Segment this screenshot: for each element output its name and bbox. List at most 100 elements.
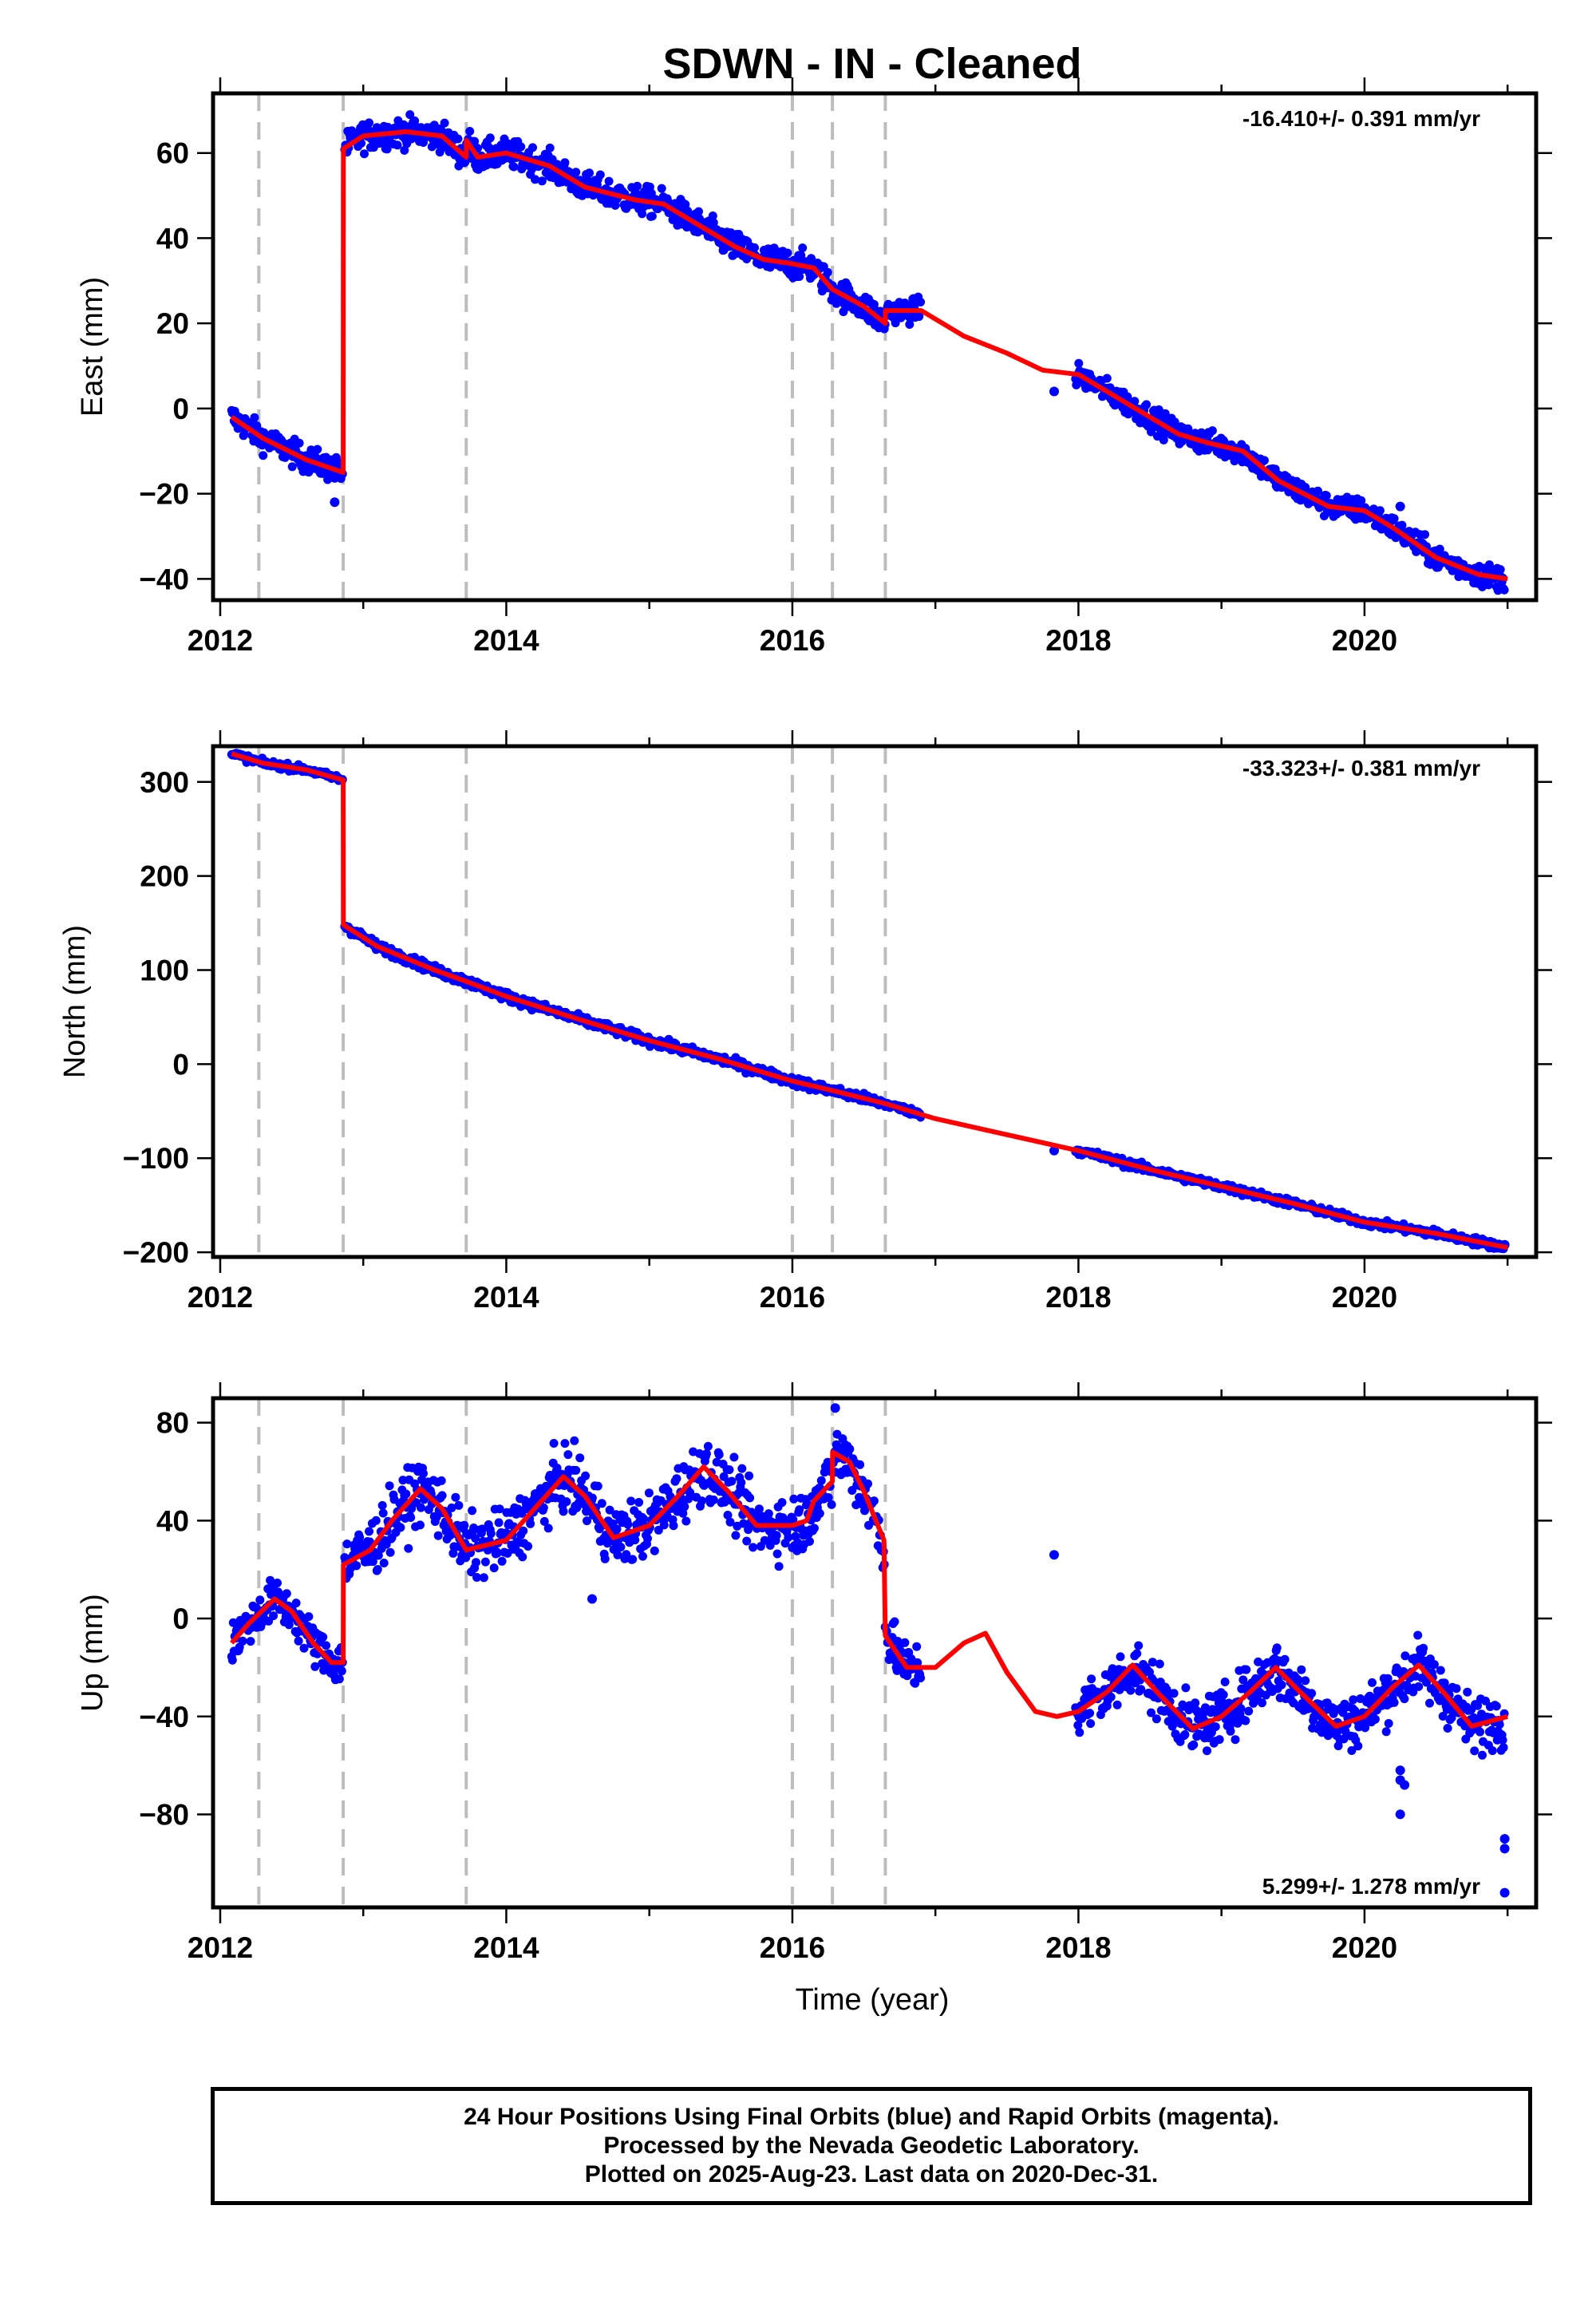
data-point (1236, 1704, 1246, 1713)
data-point (764, 1509, 773, 1519)
data-point (1370, 1714, 1380, 1724)
data-point (798, 243, 808, 253)
data-point (518, 1552, 527, 1562)
data-point (480, 1557, 490, 1567)
y-axis-title-north: North (mm) (58, 925, 92, 1078)
data-point (539, 1516, 549, 1526)
data-point (605, 1505, 614, 1515)
data-point (559, 1507, 568, 1516)
data-point (744, 1525, 753, 1535)
data-point (304, 1612, 314, 1622)
data-point (628, 1555, 638, 1564)
x-tick-label: 2014 (473, 1931, 539, 1964)
data-point (809, 1524, 819, 1533)
data-point (1189, 1740, 1199, 1749)
data-point (703, 1441, 713, 1451)
data-point (299, 1643, 309, 1653)
data-point (227, 1655, 237, 1665)
data-point (1207, 426, 1217, 436)
data-point (697, 1496, 706, 1506)
x-tick-label: 2016 (760, 1281, 825, 1314)
data-point (238, 1636, 247, 1646)
data-point (365, 118, 373, 128)
data-point (337, 1666, 346, 1676)
data-point (1349, 1695, 1358, 1705)
data-point (745, 1471, 754, 1480)
data-point (1132, 1649, 1142, 1658)
y-tick-label: 300 (140, 766, 189, 799)
data-point (593, 1481, 602, 1491)
data-point (382, 144, 392, 154)
data-point (816, 1476, 826, 1485)
footer-line-1: 24 Hour Positions Using Final Orbits (bl… (464, 2104, 1279, 2130)
data-point (916, 1674, 926, 1682)
data-point (432, 1512, 441, 1522)
data-point (680, 1502, 689, 1512)
data-point (562, 1497, 571, 1507)
data-point (602, 1539, 612, 1548)
data-point (1420, 530, 1429, 539)
data-point (575, 1453, 585, 1463)
data-point (519, 1526, 528, 1535)
data-point (1152, 1714, 1161, 1724)
plot-area-east (227, 93, 1509, 600)
data-point (1154, 405, 1163, 414)
data-points-up (227, 1403, 1510, 1898)
data-point (560, 158, 570, 168)
data-point (246, 1637, 255, 1646)
data-point (774, 1562, 784, 1571)
data-point (581, 1471, 591, 1480)
data-point (742, 1536, 752, 1546)
data-point (269, 1611, 279, 1621)
data-point (1073, 1721, 1083, 1730)
data-point (772, 1531, 781, 1540)
x-tick-label: 2016 (760, 624, 825, 657)
data-point (1476, 1727, 1485, 1737)
data-point (1339, 1734, 1349, 1744)
data-point (630, 1535, 640, 1545)
data-point (453, 134, 463, 144)
data-point (523, 1542, 533, 1551)
data-point (334, 1674, 344, 1684)
data-point (571, 168, 581, 177)
data-point (1272, 1643, 1282, 1653)
data-point (1244, 1706, 1254, 1716)
panel-up: 2012 2014 2016 2018 2020 −80 −40 0 40 80 Up (mm) 5.… (76, 1382, 1552, 1964)
data-point (737, 1464, 747, 1473)
data-point (447, 1503, 456, 1512)
data-point (913, 1658, 922, 1667)
plot-frame-east (211, 91, 1539, 603)
data-point (1259, 456, 1269, 465)
data-point (1075, 1728, 1084, 1737)
plot-frame-up (211, 1396, 1539, 1910)
data-point (1452, 1684, 1461, 1694)
data-point (1130, 397, 1140, 406)
data-point (460, 157, 470, 167)
data-point (404, 1543, 413, 1553)
data-point (417, 1503, 425, 1512)
data-point-outlier (1049, 1145, 1059, 1156)
data-point (1155, 1659, 1164, 1669)
data-point (497, 1556, 507, 1566)
footer-caption-box: 24 Hour Positions Using Final Orbits (bl… (211, 2087, 1532, 2205)
data-point (1181, 1683, 1191, 1693)
data-point (284, 1620, 294, 1630)
data-point (737, 1478, 746, 1488)
data-point (1397, 520, 1407, 530)
x-tick-label: 2014 (473, 1281, 539, 1314)
y-tick-label: −20 (139, 478, 189, 511)
data-points-north (227, 749, 1510, 1254)
data-point (644, 1488, 654, 1498)
data-point (604, 176, 614, 186)
data-point (708, 211, 717, 220)
panel-north: 2012 2014 2016 2018 2020 −200 −100 0 100 200 300 No… (58, 730, 1552, 1314)
data-point (486, 1529, 496, 1538)
data-point (1307, 1689, 1317, 1698)
data-point (681, 1516, 691, 1526)
data-point (471, 1534, 480, 1543)
data-point (669, 1521, 678, 1531)
data-point (273, 1579, 282, 1587)
data-point (647, 211, 657, 221)
data-point (400, 145, 409, 155)
